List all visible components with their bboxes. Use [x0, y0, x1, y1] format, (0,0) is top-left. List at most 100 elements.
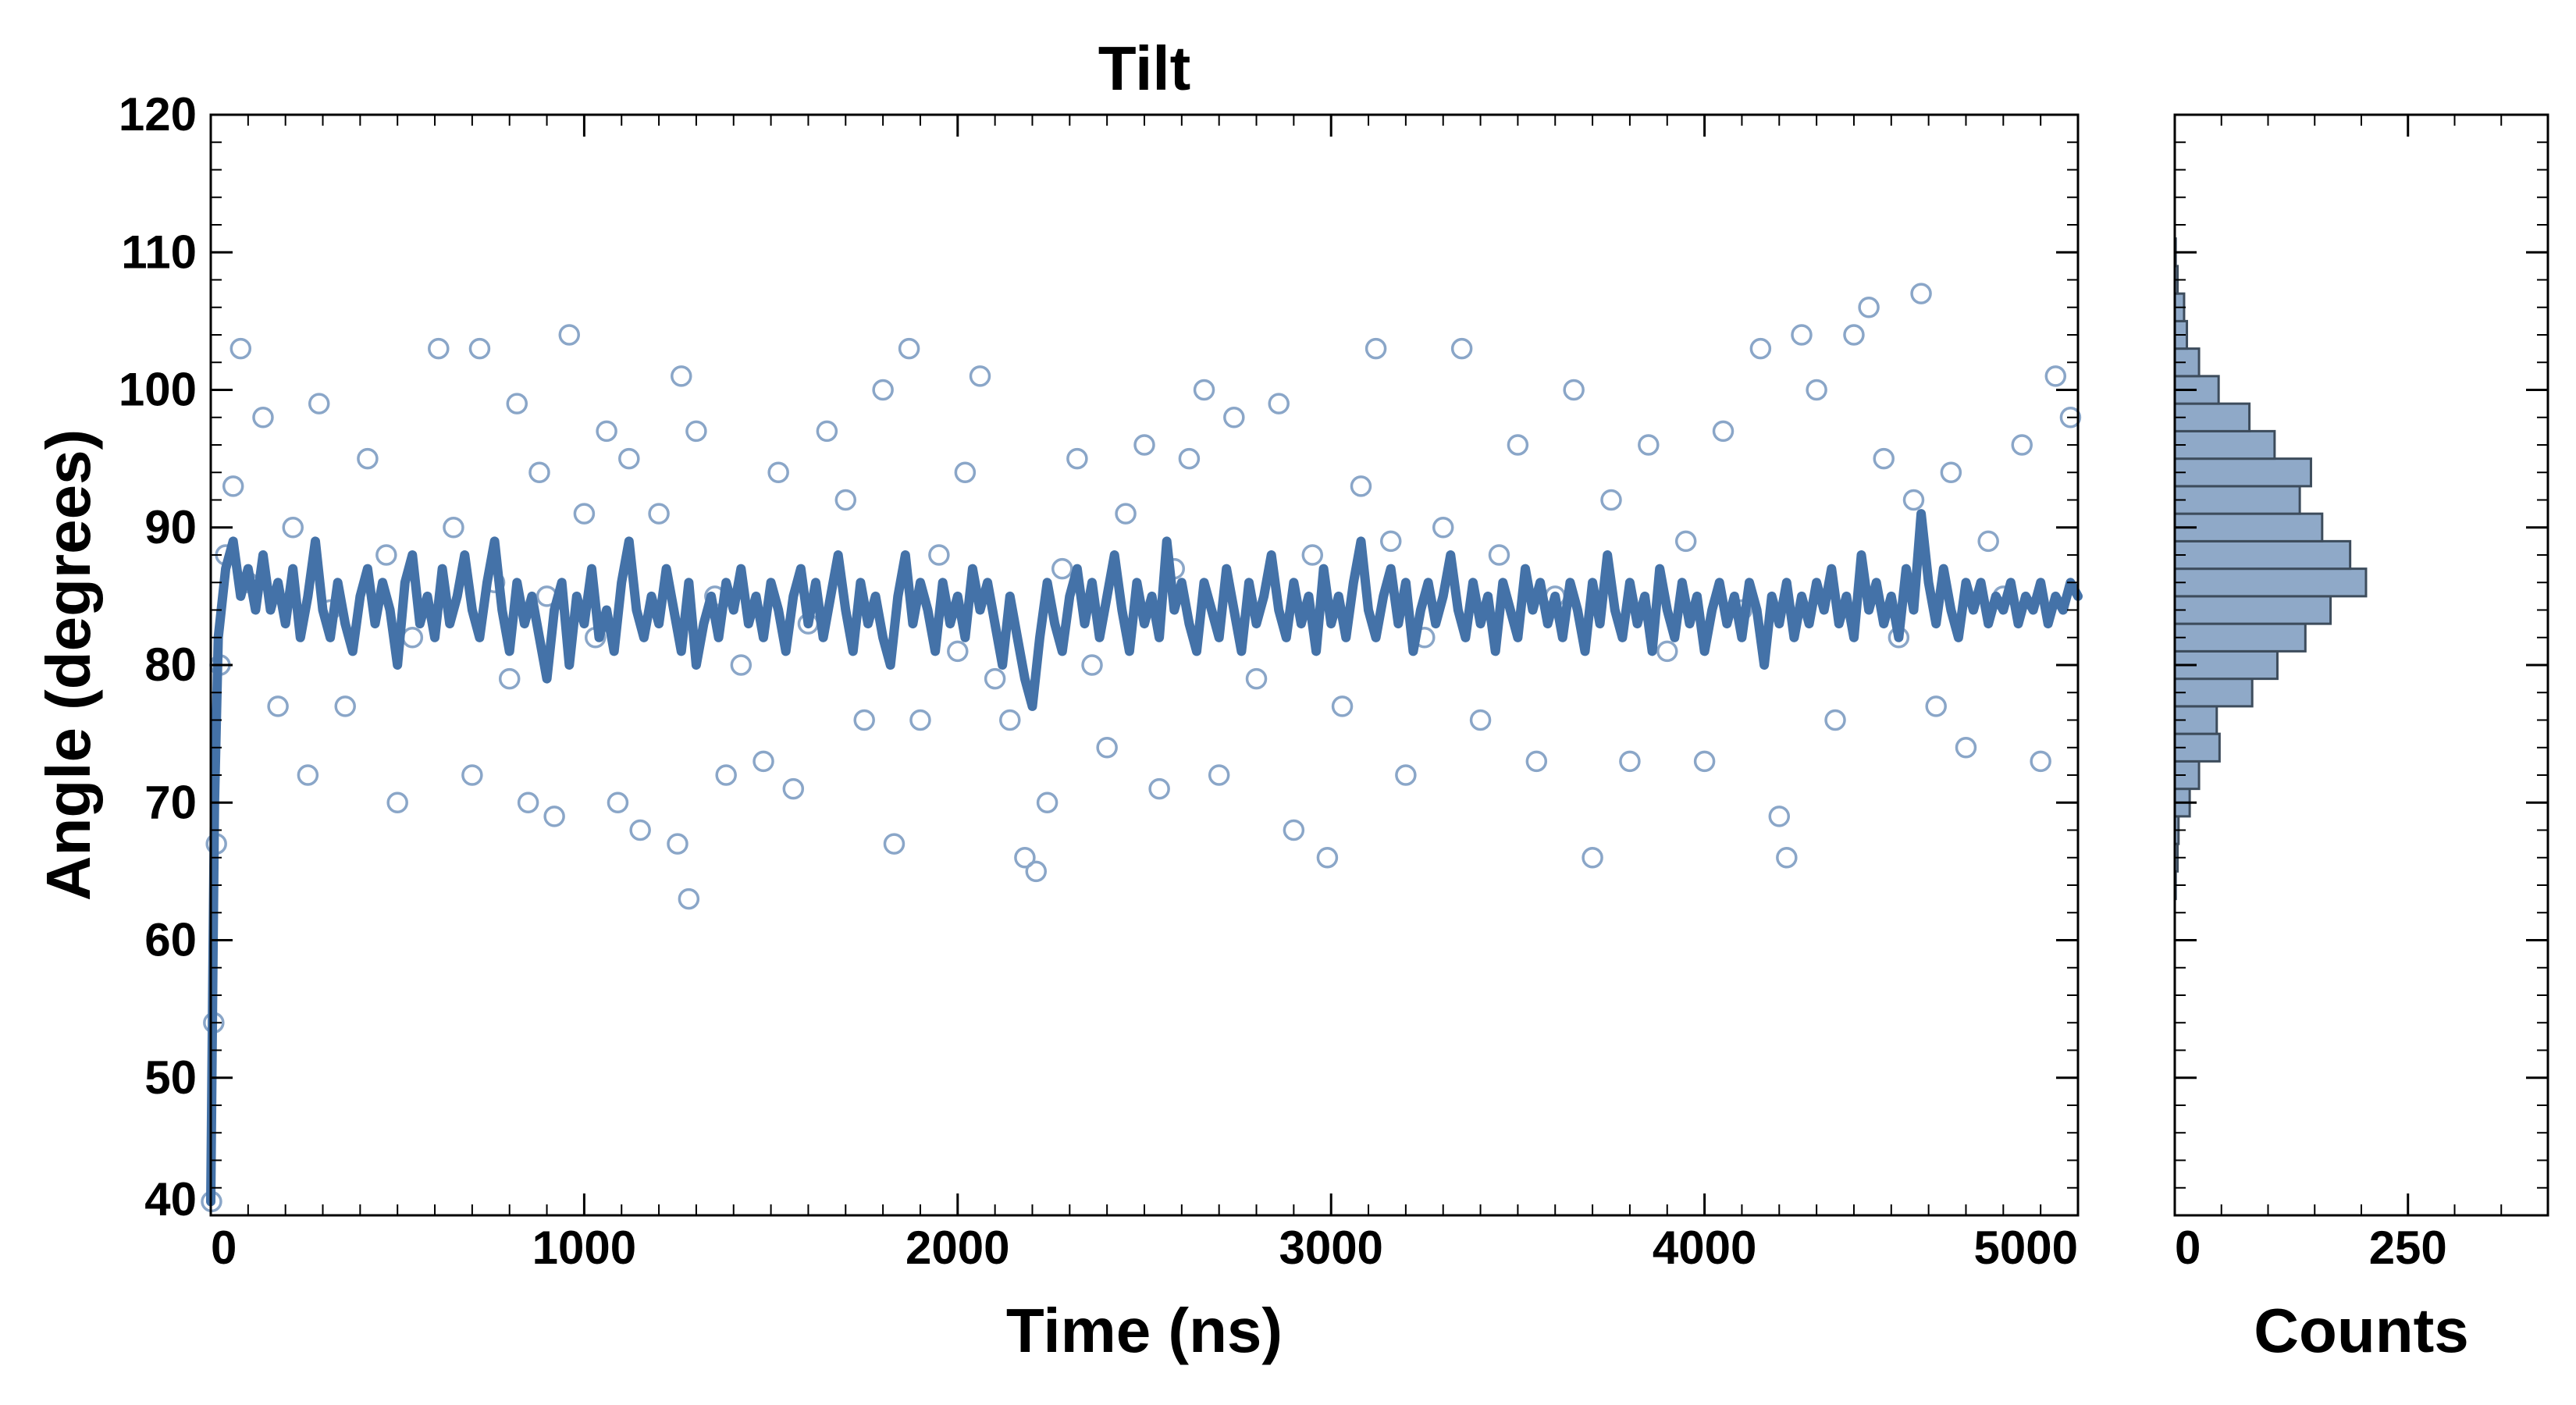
histogram-bar-7	[2173, 678, 2254, 708]
histogram-bar-9	[2173, 622, 2307, 653]
scatter-point-58	[954, 461, 977, 483]
hist-x-tick-label-1: 250	[2369, 1222, 2447, 1274]
scatter-point-15	[357, 447, 379, 470]
x-tick-label-4: 4000	[1653, 1222, 1756, 1274]
scatter-point-74	[1193, 379, 1215, 401]
scatter-point-88	[1432, 517, 1454, 539]
histogram-bar-10	[2173, 595, 2332, 625]
scatter-point-18	[401, 627, 424, 649]
scatter-point-29	[543, 806, 565, 827]
scatter-points	[201, 283, 2082, 1213]
histogram-bar-15	[2173, 457, 2312, 488]
scatter-point-24	[498, 667, 521, 690]
scatter-point-12	[308, 393, 330, 414]
histogram-x-axis-label: Counts	[2254, 1296, 2469, 1365]
scatter-point-80	[1301, 544, 1324, 566]
y-tick-label-5: 90	[144, 501, 197, 553]
main-ticks: 0 1000 2000 3000 4000 5000 40 50 60 70 80 90 100 110 1…	[119, 88, 2080, 1274]
histogram-bar-12	[2173, 539, 2352, 571]
scatter-point-96	[1582, 847, 1603, 869]
scatter-point-56	[928, 544, 950, 566]
scatter-point-35	[618, 447, 640, 470]
scatter-point-107	[1776, 847, 1798, 869]
scatter-point-84	[1364, 337, 1387, 360]
y-tick-label-7: 110	[121, 226, 197, 278]
scatter-point-41	[685, 420, 707, 443]
scatter-point-38	[667, 833, 688, 855]
scatter-point-66	[1066, 447, 1088, 470]
scatter-point-90	[1469, 709, 1492, 731]
scatter-point-5	[222, 475, 244, 497]
scatter-point-68	[1096, 737, 1118, 759]
scatter-point-123	[2030, 750, 2051, 773]
scatter-point-30	[558, 324, 581, 346]
scatter-point-16	[375, 544, 397, 566]
scatter-point-67	[1081, 654, 1103, 676]
y-tick-label-8: 120	[119, 88, 197, 140]
scatter-point-93	[1525, 750, 1548, 773]
histogram-bar-11	[2173, 567, 2368, 598]
scatter-point-22	[468, 337, 491, 360]
x-axis-label: Time (ns)	[1006, 1296, 1283, 1365]
scatter-point-109	[1806, 379, 1827, 401]
scatter-point-40	[678, 887, 700, 910]
scatter-point-103	[1712, 420, 1735, 443]
scatter-point-65	[1051, 557, 1073, 580]
x-tick-label-1: 1000	[532, 1222, 636, 1274]
scatter-point-118	[1940, 461, 1962, 483]
scatter-point-36	[629, 819, 651, 841]
histogram-bar-13	[2173, 512, 2324, 542]
histogram-plot: 0 250 Counts	[2173, 113, 2549, 1365]
histogram-bar-8	[2173, 649, 2279, 681]
scatter-point-50	[834, 489, 857, 511]
scatter-point-70	[1133, 434, 1155, 456]
scatter-point-115	[1902, 489, 1925, 511]
y-tick-label-2: 60	[144, 914, 197, 966]
scatter-point-110	[1824, 709, 1846, 731]
scatter-point-82	[1331, 695, 1354, 717]
scatter-point-60	[984, 667, 1006, 690]
scatter-point-8	[252, 407, 274, 429]
scatter-point-57	[947, 640, 969, 663]
scatter-point-52	[872, 379, 894, 401]
scatter-point-124	[2044, 365, 2067, 387]
scatter-point-105	[1749, 337, 1772, 360]
scatter-point-47	[782, 777, 805, 800]
y-tick-label-0: 40	[144, 1173, 197, 1225]
scatter-point-51	[853, 709, 875, 731]
scatter-point-43	[715, 764, 737, 786]
y-tick-label-1: 50	[144, 1051, 197, 1104]
x-tick-label-3: 3000	[1279, 1222, 1382, 1274]
scatter-point-61	[999, 709, 1021, 731]
histogram-frame	[2173, 113, 2549, 1217]
scatter-point-120	[1977, 530, 1999, 553]
scatter-point-39	[671, 365, 692, 387]
scatter-point-62	[1014, 847, 1036, 869]
histogram-bar-16	[2173, 429, 2276, 461]
scatter-point-77	[1245, 667, 1268, 690]
y-tick-label-3: 70	[144, 776, 197, 828]
scatter-point-119	[1955, 737, 1977, 759]
scatter-point-102	[1693, 750, 1716, 773]
scatter-point-83	[1350, 475, 1372, 497]
scatter-point-10	[282, 517, 304, 539]
y-tick-label-6: 100	[119, 364, 197, 416]
scatter-point-78	[1268, 393, 1290, 414]
scatter-point-54	[898, 337, 920, 360]
scatter-point-44	[730, 654, 753, 676]
x-tick-label-2: 2000	[906, 1222, 1009, 1274]
scatter-point-112	[1858, 297, 1880, 318]
scatter-point-11	[297, 764, 319, 786]
histogram-bar-14	[2173, 485, 2301, 515]
scatter-point-64	[1036, 791, 1059, 813]
scatter-point-91	[1488, 544, 1510, 566]
scatter-point-9	[267, 695, 289, 717]
scatter-point-59	[969, 365, 991, 387]
scatter-point-76	[1223, 407, 1245, 429]
main-plot: Tilt 0 1000 2000 3000 4000 5000 40 50 60 70 80 90 10…	[34, 34, 2083, 1365]
scatter-point-53	[883, 833, 906, 855]
scatter-point-71	[1148, 777, 1170, 800]
scatter-point-33	[596, 420, 617, 443]
scatter-point-46	[767, 461, 789, 483]
scatter-point-116	[1910, 283, 1932, 304]
